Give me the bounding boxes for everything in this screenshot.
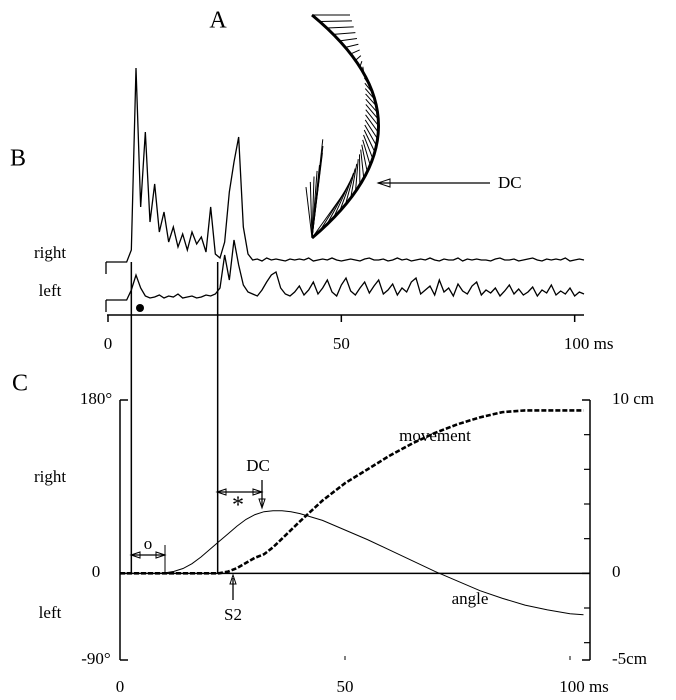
x-tick-label: 50 <box>337 677 354 696</box>
arrow-head <box>258 498 266 510</box>
stick-segment <box>311 176 315 239</box>
x-tick-label: 0 <box>116 677 125 696</box>
series-line <box>120 510 584 616</box>
stick-segment <box>309 181 313 239</box>
panel-label: C <box>12 371 28 397</box>
stick-segment <box>365 109 379 127</box>
y-side-label: right <box>34 467 66 486</box>
y-side-label: left <box>39 603 62 622</box>
y-tick-label: 180° <box>80 389 112 408</box>
series-line <box>120 409 584 575</box>
stick-segment <box>365 98 378 113</box>
series-label: angle <box>452 589 489 608</box>
annotation: DC <box>498 173 522 192</box>
stick-segment <box>362 139 371 166</box>
stick-segment <box>326 26 354 29</box>
x-tick-label: 50 <box>333 334 350 353</box>
y2-tick-label: 0 <box>612 562 621 581</box>
stick-segment <box>350 49 360 55</box>
x-tick-label: 0 <box>104 334 113 353</box>
stick-segment <box>354 159 359 192</box>
stick-segment <box>364 119 378 140</box>
stick-segment <box>305 187 313 239</box>
x-tick-label: 100 ms <box>564 334 614 353</box>
panel-label: A <box>209 8 227 34</box>
y-tick-label: -90° <box>81 649 110 668</box>
trace-label: right <box>34 243 66 262</box>
stick-segment <box>344 168 356 205</box>
x-tick-label: 100 ms <box>559 677 609 696</box>
y-tick-label: 0 <box>92 562 101 581</box>
stick-segment <box>333 32 356 35</box>
arrow-head <box>129 551 167 559</box>
annotation: DC <box>246 456 270 475</box>
stick-spine <box>311 13 380 240</box>
arrow-head <box>376 178 391 188</box>
stick-segment <box>364 124 377 146</box>
stick-segment <box>339 37 358 42</box>
stick-segment <box>319 20 352 22</box>
emg-trace <box>108 239 585 301</box>
stick-segment <box>365 114 379 133</box>
stick-segment <box>363 134 374 159</box>
stick-segment <box>345 43 359 48</box>
y2-tick-label: -5cm <box>612 649 647 668</box>
stick-segment <box>350 163 358 199</box>
series-label: movement <box>399 426 471 445</box>
stick-segment <box>311 190 346 239</box>
stick-segment <box>361 144 368 172</box>
trace-label: left <box>39 281 62 300</box>
onset-dot <box>136 304 144 312</box>
stick-segment <box>363 129 376 153</box>
panel-label: B <box>10 146 26 172</box>
arrow-head <box>215 488 264 496</box>
stick-segment <box>365 104 379 120</box>
annotation: o <box>144 534 153 553</box>
annotation: * <box>232 493 244 519</box>
emg-trace <box>108 67 585 263</box>
y2-tick-label: 10 cm <box>612 389 654 408</box>
annotation: S2 <box>224 605 242 624</box>
stick-figure <box>305 13 380 240</box>
stick-segment <box>360 149 365 179</box>
arrow-head <box>229 573 237 585</box>
